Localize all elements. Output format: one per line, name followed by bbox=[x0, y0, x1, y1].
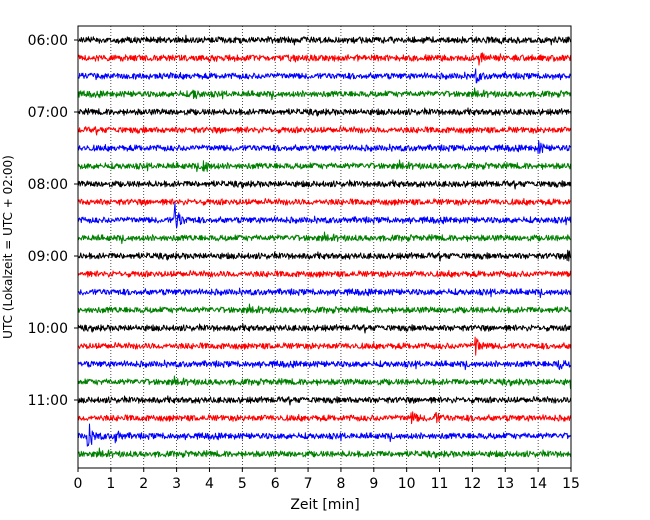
trace-0800 bbox=[77, 179, 572, 190]
trace-0645 bbox=[77, 87, 572, 101]
trace-0830 bbox=[77, 202, 572, 229]
x-tick-label: 2 bbox=[139, 476, 148, 492]
x-tick-label: 14 bbox=[529, 476, 547, 492]
trace-1130 bbox=[77, 423, 572, 447]
trace-1145 bbox=[77, 447, 572, 459]
trace-0700 bbox=[77, 107, 572, 117]
trace-0945 bbox=[77, 303, 572, 314]
trace-0600 bbox=[77, 34, 572, 46]
trace-1100 bbox=[77, 395, 572, 406]
y-axis-title: UTC (Lokalzeit = UTC + 02:00) bbox=[1, 155, 15, 339]
trace-1030 bbox=[77, 359, 572, 371]
y-tick-label: 09:00 bbox=[28, 249, 68, 265]
x-tick-label: 13 bbox=[496, 476, 514, 492]
x-tick-label: 7 bbox=[304, 476, 313, 492]
x-axis-title: Zeit [min] bbox=[290, 497, 359, 513]
x-tick-label: 0 bbox=[74, 476, 83, 492]
trace-1015 bbox=[77, 336, 572, 356]
trace-0745 bbox=[77, 159, 572, 173]
trace-1045 bbox=[77, 375, 572, 390]
x-tick-label: 10 bbox=[398, 476, 416, 492]
trace-1000 bbox=[77, 323, 572, 334]
trace-0930 bbox=[77, 287, 572, 299]
x-tick-label: 4 bbox=[205, 476, 214, 492]
x-tick-label: 1 bbox=[106, 476, 115, 492]
x-tick-label: 12 bbox=[463, 476, 481, 492]
trace-0915 bbox=[77, 270, 572, 278]
x-tick-label: 8 bbox=[336, 476, 345, 492]
y-tick-label: 06:00 bbox=[28, 33, 68, 49]
plot-frame bbox=[77, 25, 572, 469]
x-tick-label: 15 bbox=[562, 476, 580, 492]
y-tick-label: 08:00 bbox=[28, 177, 68, 193]
x-tick-label: 9 bbox=[369, 476, 378, 492]
seismic-traces bbox=[77, 34, 572, 459]
x-tick-label: 11 bbox=[431, 476, 449, 492]
trace-0630 bbox=[77, 68, 572, 84]
trace-0615 bbox=[77, 52, 572, 66]
x-tick-label: 6 bbox=[271, 476, 280, 492]
trace-0715 bbox=[77, 126, 572, 136]
trace-0845 bbox=[77, 231, 572, 245]
x-axis-ticks: 0 1 2 3 4 5 6 7 8 9 10 11 12 13 14 15 bbox=[74, 468, 580, 492]
x-tick-label: 3 bbox=[172, 476, 181, 492]
y-tick-label: 11:00 bbox=[28, 393, 68, 409]
trace-1115 bbox=[77, 411, 572, 425]
y-tick-label: 07:00 bbox=[28, 105, 68, 121]
trace-0815 bbox=[77, 198, 572, 206]
y-axis-ticks: 06:00 07:00 08:00 09:00 10:00 11:00 bbox=[28, 33, 78, 409]
x-tick-label: 5 bbox=[238, 476, 247, 492]
trace-0730 bbox=[77, 140, 572, 155]
y-tick-label: 10:00 bbox=[28, 321, 68, 337]
trace-0900 bbox=[77, 249, 572, 262]
